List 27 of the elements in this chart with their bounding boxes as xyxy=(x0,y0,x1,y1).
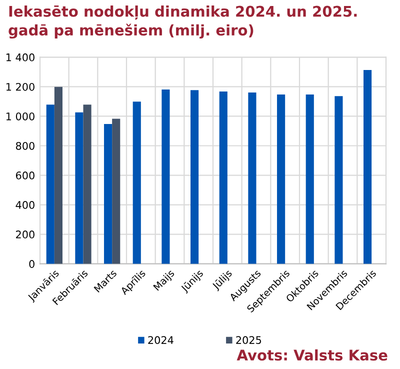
bar xyxy=(334,96,343,264)
bar xyxy=(75,112,84,264)
bar xyxy=(83,104,92,264)
y-tick-label: 200 xyxy=(16,230,34,238)
legend-label: 2024 xyxy=(148,336,174,344)
y-tick-label: 600 xyxy=(16,172,34,180)
legend-label: 2025 xyxy=(236,336,262,344)
bar xyxy=(219,91,228,264)
bar xyxy=(364,70,372,264)
bar xyxy=(54,86,62,264)
bar xyxy=(104,124,112,264)
y-tick-label: 400 xyxy=(16,201,34,209)
bar xyxy=(46,104,54,264)
bar xyxy=(112,118,120,264)
bar xyxy=(277,94,286,264)
bar xyxy=(306,94,314,264)
bar xyxy=(190,90,199,264)
bar xyxy=(162,90,170,264)
bar xyxy=(132,102,141,264)
y-tick-label: 1 000 xyxy=(6,112,34,120)
bar xyxy=(248,92,256,264)
text: Avots: Valsts Kase xyxy=(236,349,388,361)
chart-title: Iekasēto nodokļu dinamika 2024. un 2025. gadā pa mēnešiem (milj. eiro) xyxy=(8,6,357,39)
y-tick-label: 800 xyxy=(16,142,34,150)
y-tick-label: 0 xyxy=(29,260,34,268)
y-tick-label: 1 400 xyxy=(6,53,34,62)
y-tick-label: 1 200 xyxy=(6,82,34,91)
